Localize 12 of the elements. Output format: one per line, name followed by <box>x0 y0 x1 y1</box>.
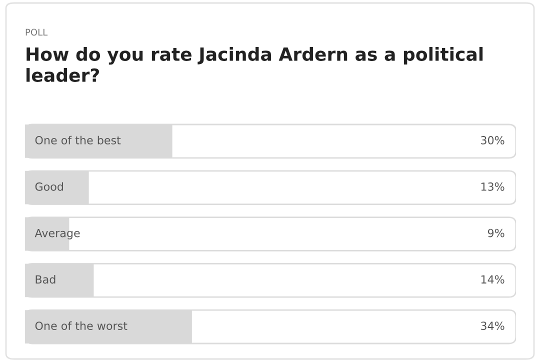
y-tick-label: One of the best <box>35 136 121 144</box>
text: POLL <box>26 28 48 36</box>
y-tick-label: Bad <box>36 275 56 284</box>
y-tick-label: Average <box>34 228 80 240</box>
data-label: 13% <box>481 182 504 191</box>
y-tick-label: One of the worst <box>35 321 128 330</box>
data-label: 34% <box>481 322 504 330</box>
chart-title: How do you rate Jacinda Ardern as a political leader? <box>26 47 483 82</box>
data-label: 14% <box>481 275 504 284</box>
y-tick-label: Good <box>35 182 63 191</box>
data-label: 30% <box>481 136 504 144</box>
data-label: 9% <box>488 228 504 238</box>
